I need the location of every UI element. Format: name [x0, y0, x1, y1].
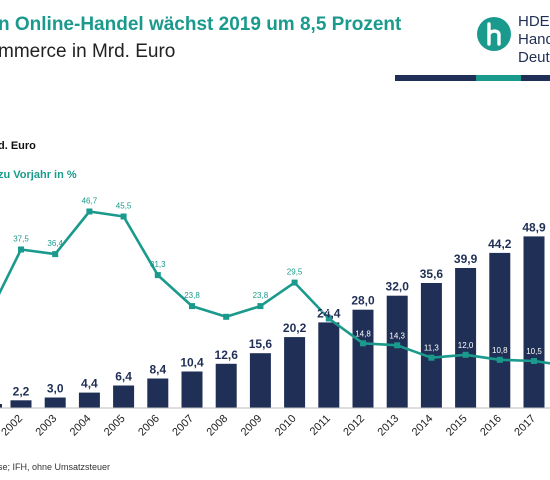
chart-title: n Online-Handel wächst 2019 um 8,5 Proze…	[0, 14, 402, 35]
bar	[249, 353, 271, 408]
growth-marker	[531, 358, 537, 364]
bar-value-label: 2,2	[13, 384, 30, 398]
logo-text-line-1: HDE	[518, 13, 550, 30]
x-tick-label: 2015	[444, 413, 470, 439]
growth-marker	[325, 315, 332, 322]
growth-marker	[86, 208, 93, 215]
growth-marker	[120, 213, 127, 220]
bar-value-label: 39,9	[454, 252, 478, 266]
bar	[147, 378, 169, 408]
bar-value-label: 44,2	[488, 237, 512, 251]
bar-value-label: 20,2	[283, 321, 307, 335]
bar-value-label: 24,4	[317, 306, 341, 320]
x-tick-label: 2006	[136, 413, 162, 439]
hde-logo-icon	[477, 17, 511, 51]
bar-value-label: 4,4	[81, 377, 98, 391]
growth-marker	[18, 246, 24, 253]
bar	[523, 236, 545, 408]
x-tick-label: 2010	[273, 413, 299, 439]
bar	[284, 337, 306, 408]
growth-marker	[360, 340, 366, 347]
bar-value-label: 28,0	[351, 294, 375, 308]
x-tick-label: 2003	[34, 413, 60, 439]
growth-marker	[394, 342, 401, 349]
x-tick-label: 2012	[341, 413, 367, 439]
bar-value-label: 8,4	[149, 363, 166, 377]
growth-value-label: 11,3	[424, 344, 440, 353]
growth-marker	[257, 303, 264, 310]
logo-text-line-3: Deut	[518, 49, 550, 66]
header-accent-bar-teal	[476, 75, 521, 81]
source-note: se; IFH, ohne Umsatzsteuer	[0, 462, 111, 472]
growth-value-label: 10,5	[526, 347, 542, 356]
legend-growth-label: zu Vorjahr in %	[0, 169, 77, 181]
growth-value-label: 10,8	[492, 346, 508, 355]
growth-value-label: 31,3	[150, 260, 166, 269]
x-tick-label: 2014	[410, 413, 436, 439]
growth-value-label: 23,8	[253, 291, 269, 300]
bar	[181, 371, 203, 408]
growth-value-label: 29,5	[287, 268, 303, 277]
bar	[318, 322, 340, 408]
bar	[44, 397, 66, 408]
bar-value-label: 12,6	[215, 348, 239, 362]
growth-value-label: 45,5	[116, 202, 132, 211]
bar-value-label: 6,4	[115, 370, 132, 384]
growth-value-label: 36,4	[47, 239, 63, 248]
bar	[10, 400, 32, 408]
growth-marker	[154, 272, 161, 279]
x-tick-label: 2011	[308, 413, 333, 438]
bar	[386, 295, 408, 408]
growth-value-label: 14,8	[355, 329, 371, 338]
x-tick-label: 2009	[239, 413, 265, 439]
bar-value-label: 10,4	[180, 356, 204, 370]
bar	[352, 309, 374, 408]
growth-marker	[189, 303, 195, 310]
bar-partial-left	[0, 404, 2, 408]
bar	[489, 252, 511, 408]
growth-marker	[462, 351, 469, 358]
growth-marker	[291, 279, 298, 286]
bar	[215, 363, 237, 408]
growth-value-label: 23,8	[184, 291, 200, 300]
x-tick-label: 2013	[376, 413, 402, 439]
bar	[455, 268, 477, 408]
x-tick-label: 2002	[0, 413, 25, 439]
growth-value-label: 12,0	[458, 341, 474, 350]
x-tick-label: 2016	[478, 413, 504, 439]
growth-line-leading-segment	[0, 248, 23, 295]
logo-text-line-2: Hand	[518, 31, 550, 48]
growth-value-label: 46,7	[82, 197, 98, 206]
legend-bars-label: d. Euro	[0, 140, 36, 152]
bar-value-label: 48,9	[522, 220, 546, 234]
bar	[78, 392, 100, 408]
x-tick-label: 2008	[205, 413, 231, 439]
chart-subtitle: mmerce in Mrd. Euro	[0, 41, 176, 62]
bar	[113, 385, 135, 408]
x-tick-label: 2017	[512, 413, 538, 439]
bar-value-label: 3,0	[47, 382, 64, 396]
header-accent-bar	[395, 75, 550, 81]
growth-marker	[223, 313, 230, 320]
bar-value-label: 35,6	[420, 267, 444, 281]
x-tick-label: 2004	[68, 413, 94, 439]
growth-marker	[52, 251, 59, 258]
growth-marker	[496, 356, 503, 363]
growth-marker	[428, 354, 435, 361]
x-tick-label: 2005	[102, 413, 128, 439]
bar-value-label: 32,0	[386, 280, 410, 294]
growth-value-label: 14,3	[389, 331, 405, 340]
growth-value-label: 20,8	[321, 305, 337, 314]
bar	[420, 283, 442, 408]
x-tick-label: 2007	[170, 413, 196, 439]
growth-value-label: 37,5	[13, 235, 29, 244]
growth-value-label: 21,2	[218, 303, 234, 312]
bar-value-label: 15,6	[249, 337, 273, 351]
